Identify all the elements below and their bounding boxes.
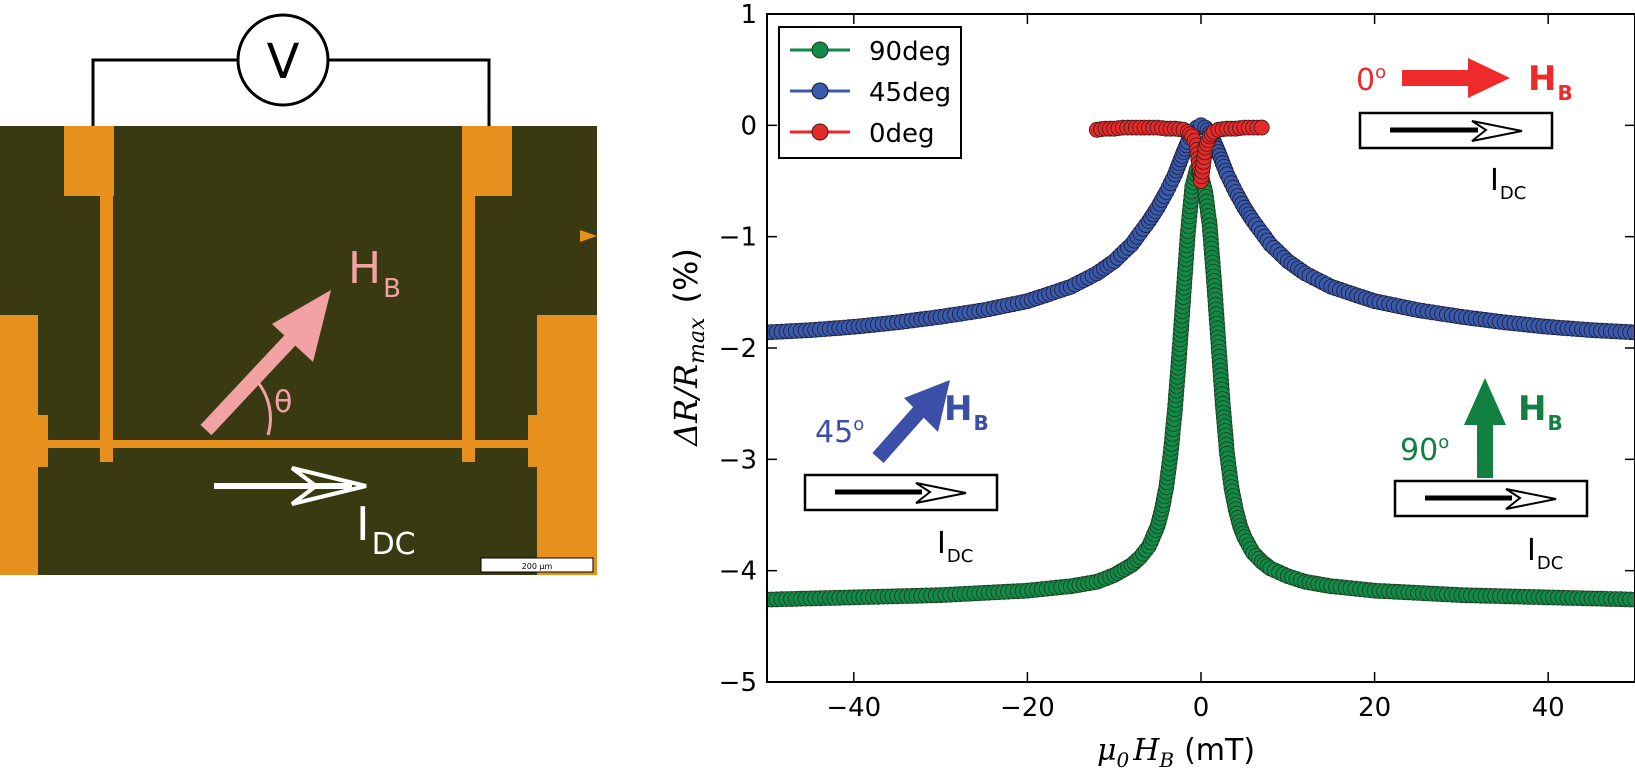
inset-90deg-field-arrow	[1464, 378, 1506, 478]
inset-0deg-field-arrow	[1402, 58, 1510, 98]
y-tick-label: −4	[719, 557, 757, 587]
x-tick-label: 40	[1532, 693, 1565, 723]
inset-45deg: 45o HB IDC	[803, 380, 999, 567]
voltmeter-label: V	[267, 34, 300, 90]
data-layer	[767, 117, 1635, 608]
current-label: IDC	[356, 497, 416, 562]
x-tick-label: −40	[826, 693, 881, 723]
data-point-45deg	[1627, 324, 1635, 341]
field-label: HB	[348, 243, 401, 304]
inset-45deg-field-arrow	[872, 380, 950, 463]
voltmeter-symbol	[236, 13, 330, 107]
legend-label-45deg: 45deg	[869, 78, 951, 108]
legend-marker-0deg	[811, 123, 829, 141]
inset-0deg-field-label: HB	[1528, 59, 1573, 105]
axis-layer: −40 −20 0 20 40 −5 −4 −3 −2 −1 0 1	[719, 0, 1635, 723]
y-tick-label: −2	[719, 334, 757, 364]
y-tick-label: 1	[740, 0, 757, 30]
legend: 90deg 45deg 0deg	[778, 26, 962, 159]
voltmeter-wire	[91, 58, 491, 128]
x-tick-label: −20	[1000, 693, 1055, 723]
inset-90deg-angle: 90o	[1400, 432, 1449, 468]
angle-label: θ	[274, 385, 292, 420]
inset-0deg-angle: 0o	[1356, 62, 1386, 98]
x-tick-label: 20	[1358, 693, 1391, 723]
series-90deg	[767, 161, 1635, 608]
data-point-90deg	[1627, 591, 1635, 608]
inset-0deg: 0o HB IDC	[1356, 58, 1573, 204]
gold-contacts	[0, 126, 597, 575]
angle-arc	[254, 379, 272, 436]
y-axis-title: ΔR/Rmax(%)	[667, 248, 710, 448]
legend-label-0deg: 0deg	[869, 119, 935, 149]
y-tick-label: −1	[719, 223, 757, 253]
inset-90deg-field-label: HB	[1518, 389, 1563, 435]
x-tick-label: 0	[1193, 693, 1210, 723]
field-arrow	[200, 290, 331, 436]
legend-label-90deg: 90deg	[869, 37, 951, 67]
series-45deg	[767, 117, 1635, 341]
data-point-0deg	[1253, 119, 1270, 136]
inset-45deg-angle: 45o	[815, 414, 864, 450]
inset-0deg-current-label: IDC	[1490, 163, 1526, 204]
legend-marker-90deg	[811, 41, 829, 59]
legend-entry-90deg: 90deg	[790, 37, 951, 67]
device-micrograph: V θ HB IDC	[0, 13, 597, 575]
inset-90deg-current-arrow	[1425, 488, 1557, 510]
scale-bar-label: 200 µm	[522, 562, 553, 571]
y-tick-label: −5	[719, 668, 757, 698]
inset-0deg-current-arrow	[1390, 120, 1523, 142]
inset-90deg: 90o HB IDC	[1393, 378, 1589, 574]
legend-entry-45deg: 45deg	[790, 78, 951, 108]
chart: −40 −20 0 20 40 −5 −4 −3 −2 −1 0 1 μ0 HB (mT) ΔR/Rmax…	[667, 0, 1635, 768]
inset-45deg-current-label: IDC	[937, 526, 973, 567]
scale-bar	[480, 557, 594, 573]
current-arrow	[214, 466, 367, 506]
inset-45deg-current-arrow	[835, 482, 967, 504]
inset-45deg-field-label: HB	[944, 389, 989, 435]
legend-marker-45deg	[811, 82, 829, 100]
y-tick-label: 0	[740, 111, 757, 141]
legend-entry-0deg: 0deg	[790, 119, 935, 149]
series-line-90deg	[767, 166, 1635, 602]
y-tick-label: −3	[719, 445, 757, 475]
series-0deg	[1088, 119, 1270, 189]
inset-90deg-current-label: IDC	[1527, 533, 1563, 574]
x-axis-title: μ0 HB (mT)	[1097, 733, 1255, 768]
